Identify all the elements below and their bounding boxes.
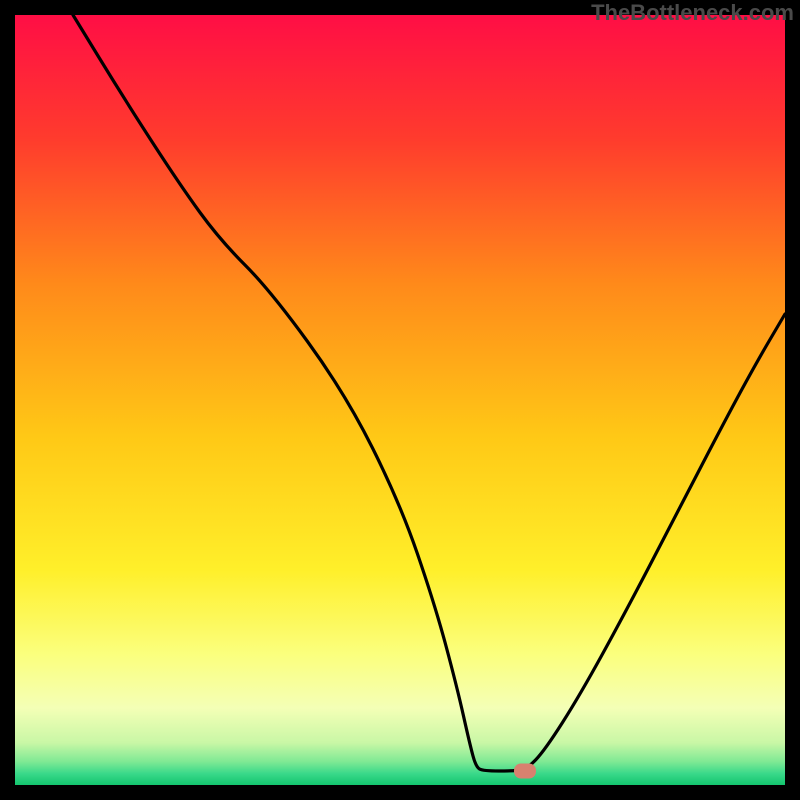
plot-background [15,15,785,785]
chart-svg [0,0,800,800]
chart-frame: TheBottleneck.com [0,0,800,800]
watermark-text: TheBottleneck.com [591,0,794,26]
optimum-marker [514,764,536,779]
